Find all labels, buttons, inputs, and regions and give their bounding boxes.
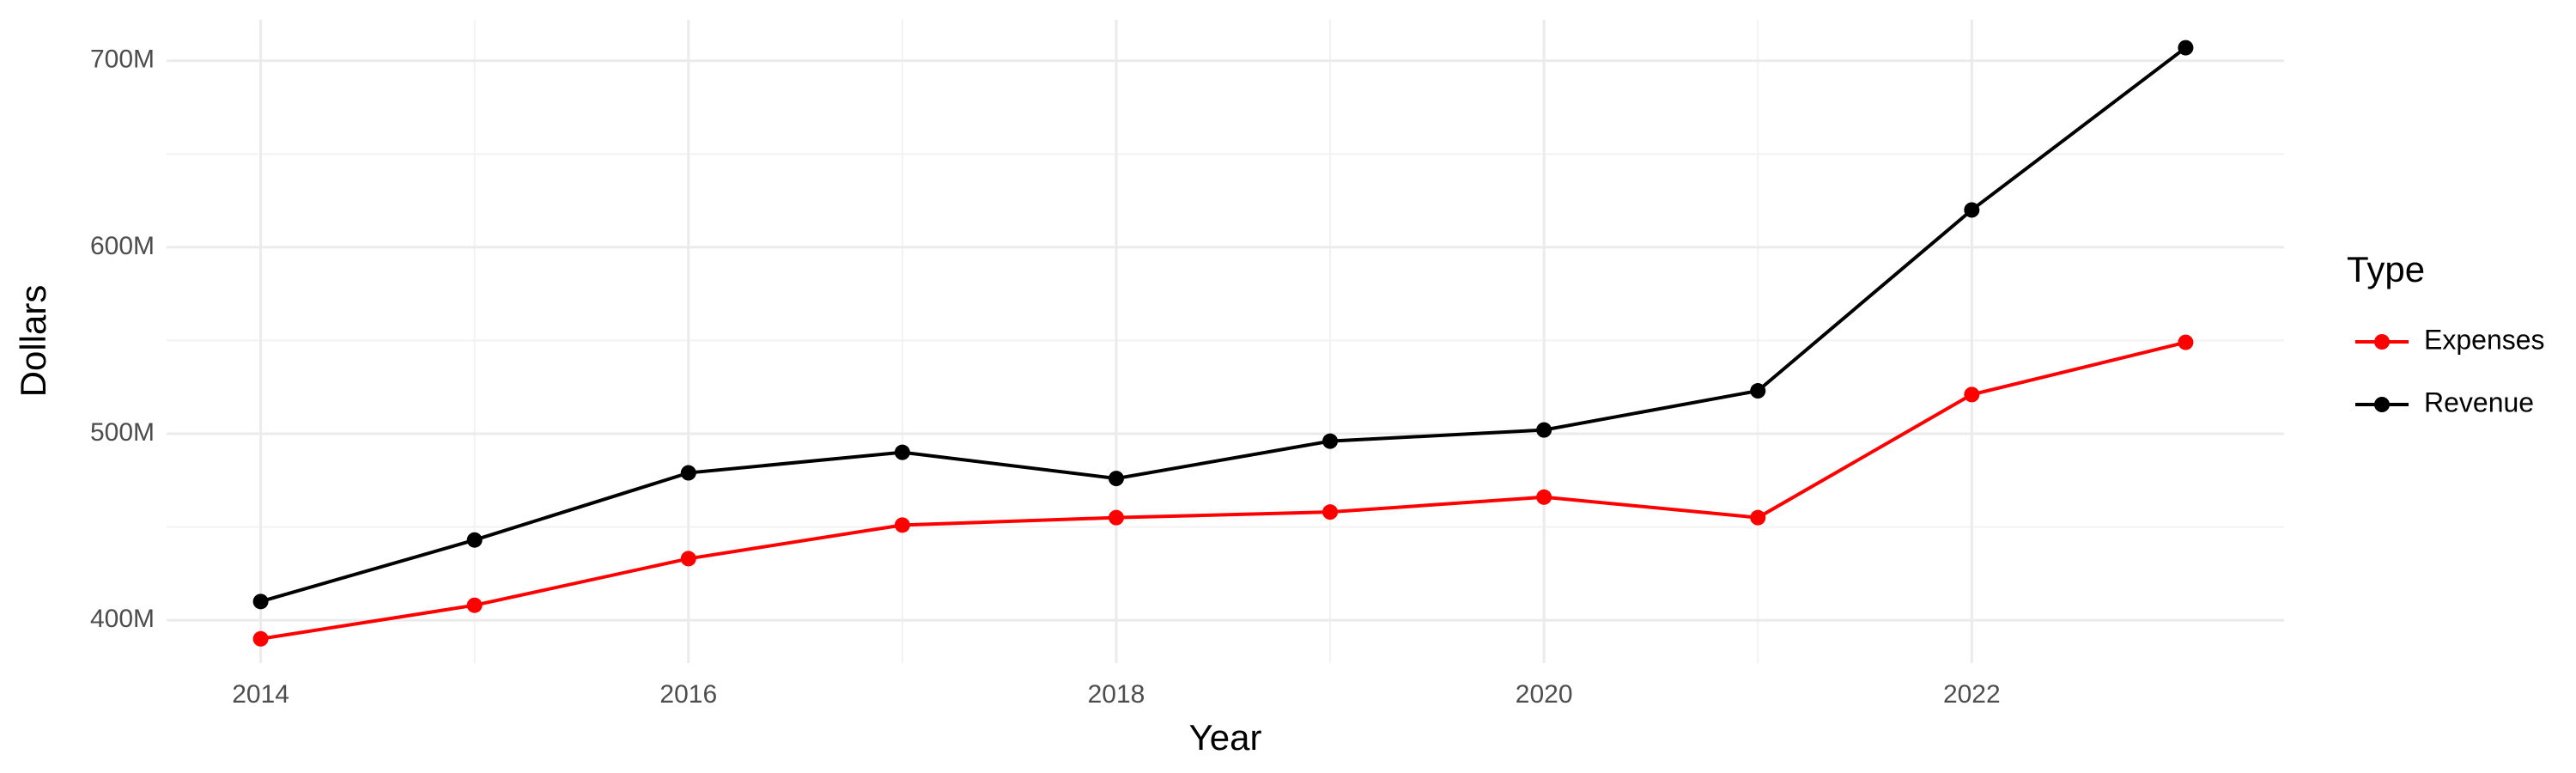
data-point bbox=[1750, 383, 1766, 399]
x-tick-label: 2016 bbox=[659, 680, 717, 709]
y-tick-label: 700M bbox=[90, 46, 155, 74]
data-point bbox=[1322, 433, 1339, 449]
legend-label: Expenses bbox=[2424, 324, 2545, 355]
data-point bbox=[252, 593, 269, 610]
y-tick-label: 600M bbox=[90, 232, 155, 260]
grid bbox=[167, 20, 2284, 663]
x-axis-title: Year bbox=[1189, 717, 1262, 758]
series-line bbox=[260, 340, 2186, 641]
data-point bbox=[1964, 386, 1980, 403]
x-tick-label: 2014 bbox=[232, 680, 289, 709]
legend-marker bbox=[2374, 397, 2390, 412]
y-tick-label: 400M bbox=[90, 605, 155, 633]
data-point bbox=[680, 465, 696, 481]
legend-title: Type bbox=[2347, 249, 2425, 289]
data-point bbox=[466, 532, 483, 548]
data-point bbox=[2178, 334, 2194, 350]
x-tick-label: 2022 bbox=[1943, 680, 2001, 709]
data-point bbox=[1536, 489, 1552, 505]
data-point bbox=[894, 517, 910, 533]
data-point bbox=[466, 597, 483, 613]
legend-marker bbox=[2374, 334, 2390, 350]
data-point bbox=[1108, 509, 1124, 526]
data-point bbox=[1964, 202, 1980, 218]
data-point bbox=[680, 551, 696, 567]
data-point bbox=[894, 444, 910, 460]
data-point bbox=[252, 630, 269, 647]
legend-label: Revenue bbox=[2424, 386, 2534, 417]
y-axis-title: Dollars bbox=[13, 285, 53, 398]
series-line bbox=[260, 46, 2187, 604]
data-point bbox=[1750, 509, 1766, 526]
y-tick-label: 500M bbox=[90, 418, 155, 447]
data-point bbox=[2178, 40, 2194, 56]
x-tick-label: 2020 bbox=[1516, 680, 1573, 709]
data-point bbox=[1108, 471, 1124, 487]
data-point bbox=[1536, 422, 1552, 438]
data-point bbox=[1322, 504, 1339, 520]
x-tick-label: 2018 bbox=[1088, 680, 1145, 709]
